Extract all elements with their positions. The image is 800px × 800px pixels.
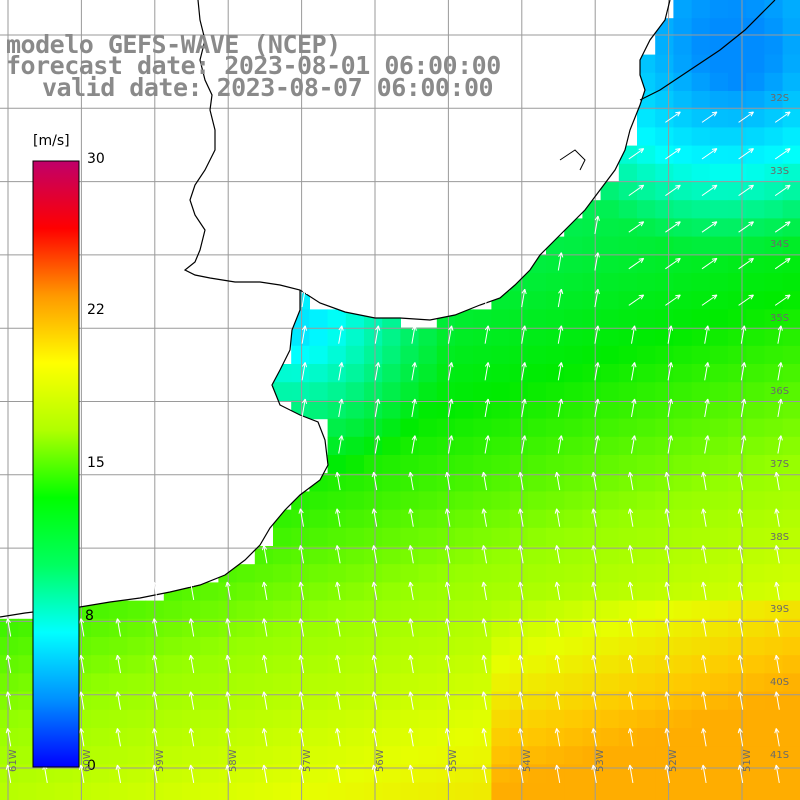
lat-label-40s: 40S — [770, 677, 790, 688]
colorbar-tick-30: 30 — [87, 151, 105, 167]
land-area — [0, 0, 670, 617]
lat-label-37s: 37S — [770, 459, 790, 470]
lon-label-61w: 61W — [8, 749, 19, 772]
lat-label-34s: 34S — [770, 239, 790, 250]
lat-label-35s: 35S — [770, 313, 790, 324]
lon-label-53w: 53W — [595, 749, 606, 772]
lat-label-39s: 39S — [770, 604, 790, 615]
lat-label-38s: 38S — [770, 532, 790, 543]
colorbar-swatch — [32, 160, 80, 768]
colorbar-tick-0: 0 — [87, 758, 96, 774]
title-valid-date: valid date: 2023-08-07 06:00:00 — [42, 73, 494, 102]
lon-label-54w: 54W — [522, 749, 533, 772]
colorbar-tick-8: 8 — [85, 608, 94, 624]
lat-label-33s: 33S — [770, 166, 790, 177]
lon-label-60w: 60W — [82, 749, 93, 772]
title-model: modelo GEFS-WAVE (NCEP) — [6, 30, 341, 59]
lon-label-52w: 52W — [668, 749, 679, 772]
colorbar-tick-22: 22 — [87, 302, 105, 318]
lon-label-51w: 51W — [742, 749, 753, 772]
colorbar-tick-15: 15 — [87, 455, 105, 471]
title-forecast-date: forecast date: 2023-08-01 06:00:00 — [6, 51, 501, 80]
lat-label-41s: 41S — [770, 750, 790, 761]
lon-label-56w: 56W — [375, 749, 386, 772]
lon-label-55w: 55W — [448, 749, 459, 772]
lon-label-59w: 59W — [155, 749, 166, 772]
lon-label-57w: 57W — [302, 749, 313, 772]
lat-label-32s: 32S — [770, 93, 790, 104]
lat-label-36s: 36S — [770, 386, 790, 397]
colorbar — [32, 160, 80, 768]
colorbar-unit: [m/s] — [33, 133, 70, 149]
coastline — [0, 0, 776, 618]
lon-label-58w: 58W — [228, 749, 239, 772]
wind-arrows — [5, 111, 791, 783]
